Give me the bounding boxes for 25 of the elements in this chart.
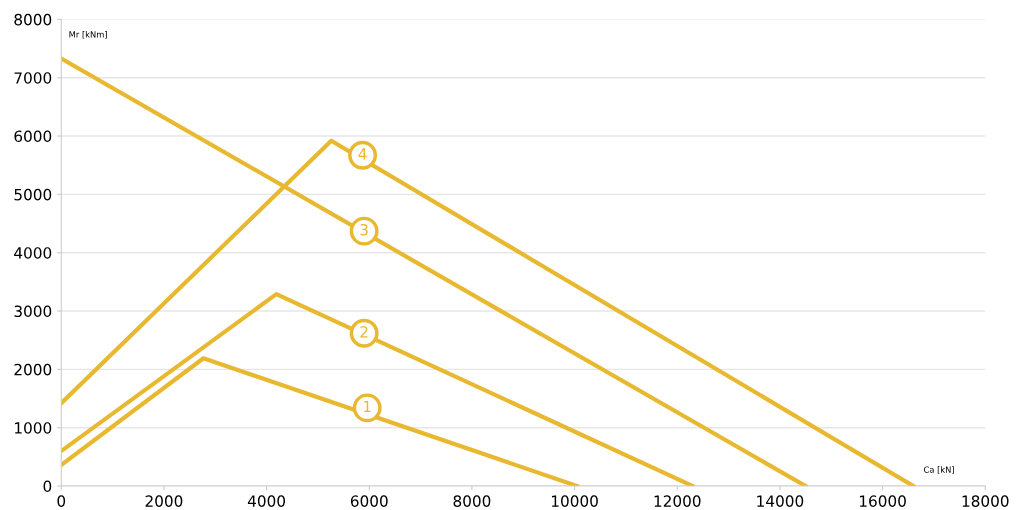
annotation: 4 [358, 148, 367, 160]
x-tick-label: 10000 [551, 495, 598, 507]
x-tick-label: 2000 [145, 495, 183, 507]
x-tick-label: 4000 [247, 495, 286, 507]
y-tick-label: 2000 [14, 363, 52, 376]
x-tick-label: 0 [57, 495, 66, 507]
y-axis-title: Mr [kNm] [69, 31, 107, 39]
x-tick-label: 18000 [962, 495, 1009, 507]
x-axis-title: Ca [kN] [923, 466, 954, 474]
annotation: 2 [360, 326, 368, 338]
x-tick-label: 6000 [350, 495, 388, 507]
y-tick-label: 1000 [15, 422, 52, 434]
annotation: 1 [364, 400, 371, 413]
x-tick-label: 8000 [453, 495, 491, 507]
x-tick-label: 14000 [757, 495, 804, 507]
y-tick-label: 5000 [14, 188, 52, 201]
y-tick-label: 0 [43, 480, 52, 493]
x-tick-label: 16000 [859, 495, 906, 507]
x-tick-label: 12000 [654, 495, 701, 507]
y-tick-label: 7000 [14, 72, 52, 84]
y-tick-label: 8000 [14, 13, 52, 26]
y-tick-label: 4000 [14, 247, 52, 259]
y-tick-label: 6000 [14, 130, 52, 143]
annotation: 3 [360, 224, 368, 236]
y-tick-label: 3000 [14, 305, 52, 318]
